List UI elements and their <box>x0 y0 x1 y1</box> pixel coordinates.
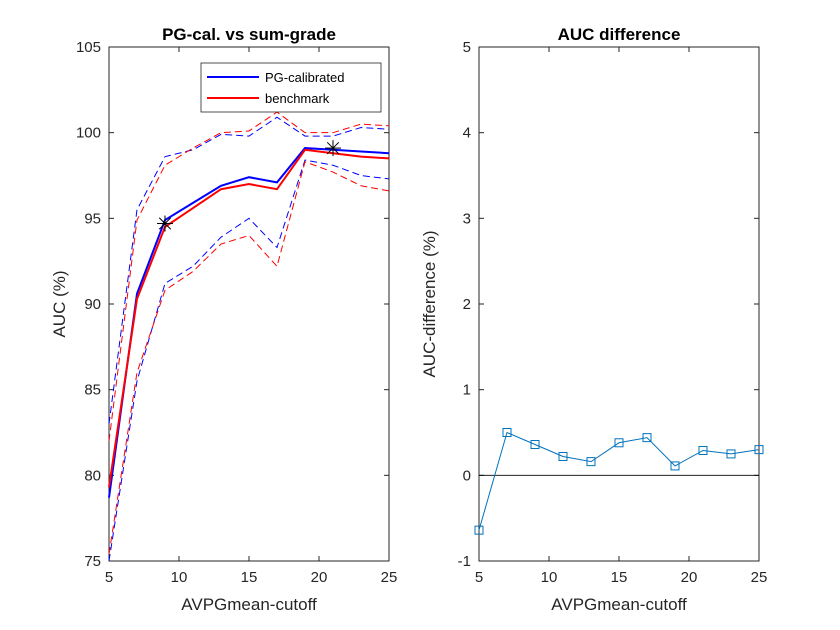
x-tick-label: 25 <box>381 569 398 586</box>
data-point-marker <box>670 461 680 471</box>
left-markers-group <box>157 140 341 232</box>
star-marker <box>157 215 173 232</box>
left-axes-frame <box>108 46 390 562</box>
y-tick-label: 95 <box>84 210 101 227</box>
confidence-bound-line-4 <box>108 111 390 442</box>
data-point-marker <box>754 445 764 455</box>
data-point-marker <box>474 525 484 535</box>
left-series-group <box>108 111 390 562</box>
right-axes-frame <box>478 46 760 562</box>
y-tick-label: 5 <box>463 39 471 56</box>
legend-label-benchmark: benchmark <box>265 91 330 106</box>
left-y-axis-label: AUC (%) <box>50 270 69 337</box>
x-tick-label: 5 <box>105 569 113 586</box>
star-marker <box>325 140 341 157</box>
series-line-0 <box>478 431 760 531</box>
data-point-marker <box>726 449 736 459</box>
series-line-0 <box>108 147 390 498</box>
x-tick-label: 25 <box>751 569 768 586</box>
data-point-marker <box>642 433 652 443</box>
y-tick-label: 90 <box>84 296 101 313</box>
data-point-marker <box>530 439 540 449</box>
y-tick-label: 85 <box>84 382 101 399</box>
x-tick-label: 20 <box>311 569 328 586</box>
right-x-ticks: 5 10 15 20 25 <box>475 47 768 586</box>
legend-label-pg-calibrated: PG-calibrated <box>265 70 344 85</box>
left-x-axis-label: AVPGmean-cutoff <box>181 595 317 614</box>
y-tick-label: 1 <box>463 382 471 399</box>
y-tick-label: 100 <box>76 125 101 142</box>
legend-box <box>200 62 382 113</box>
right-chart-title: AUC difference <box>558 25 681 44</box>
y-tick-label: 3 <box>463 210 471 227</box>
left-axes: 5 10 15 20 25 75 80 85 90 95 100 105 PG-cal. vs su… <box>50 25 397 614</box>
confidence-bound-line-3 <box>108 159 390 562</box>
right-series-group <box>474 428 764 535</box>
left-chart-title: PG-cal. vs sum-grade <box>162 25 336 44</box>
right-x-axis-label: AVPGmean-cutoff <box>551 595 687 614</box>
data-point-marker <box>586 457 596 467</box>
y-tick-label: -1 <box>458 553 471 570</box>
x-tick-label: 10 <box>171 569 188 586</box>
legend: PG-calibrated benchmark <box>200 62 382 113</box>
x-tick-label: 15 <box>611 569 628 586</box>
left-x-ticks: 5 10 15 20 25 <box>105 47 398 586</box>
confidence-bound-line-5 <box>108 161 390 555</box>
x-tick-label: 20 <box>681 569 698 586</box>
y-tick-label: 2 <box>463 296 471 313</box>
y-tick-label: 105 <box>76 39 101 56</box>
confidence-bound-line-2 <box>108 116 390 424</box>
right-y-axis-label: AUC-difference (%) <box>420 230 439 377</box>
y-tick-label: 0 <box>463 467 471 484</box>
series-line-1 <box>108 148 390 488</box>
data-point-marker <box>614 438 624 448</box>
y-tick-label: 80 <box>84 467 101 484</box>
data-point-marker <box>698 445 708 455</box>
y-tick-label: 75 <box>84 553 101 570</box>
x-tick-label: 15 <box>241 569 258 586</box>
data-point-marker <box>502 428 512 437</box>
right-axes: 5 10 15 20 25 -1 0 1 2 3 4 5 AUC difference AVPGme… <box>420 25 767 614</box>
y-tick-label: 4 <box>463 125 471 142</box>
data-point-marker <box>558 451 568 461</box>
left-y-ticks: 75 80 85 90 95 100 105 <box>76 39 389 570</box>
x-tick-label: 5 <box>475 569 483 586</box>
x-tick-label: 10 <box>541 569 558 586</box>
